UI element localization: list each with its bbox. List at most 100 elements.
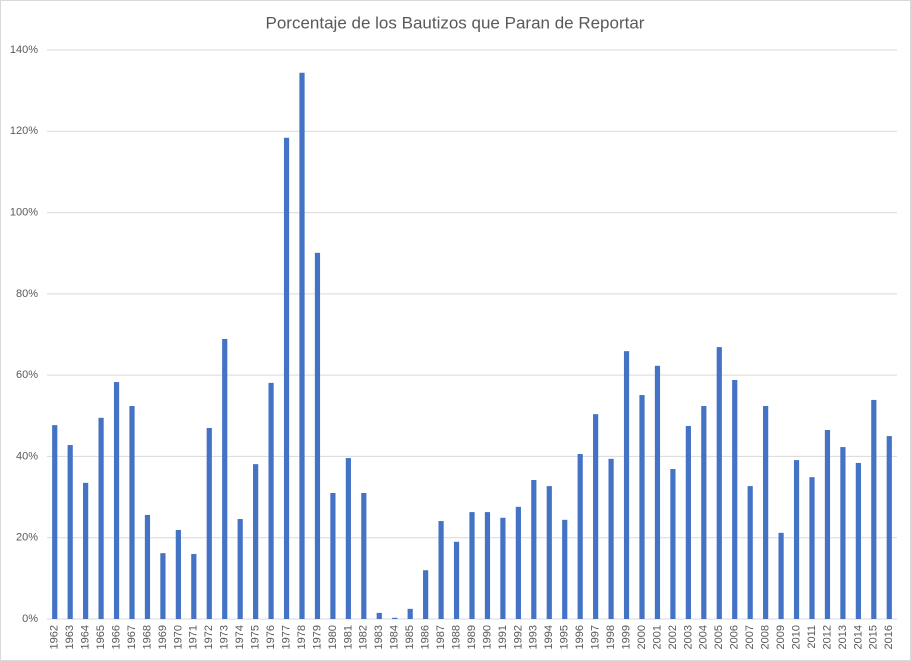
bar — [562, 519, 568, 619]
x-tick-label: 1974 — [234, 625, 246, 649]
bar — [345, 458, 351, 619]
bar — [83, 482, 89, 619]
x-tick-label: 1990 — [481, 625, 493, 649]
x-tick-label: 1999 — [620, 625, 632, 649]
x-tick-label: 1981 — [342, 625, 354, 649]
bar — [546, 486, 552, 619]
bar — [793, 460, 800, 619]
bar — [160, 553, 166, 619]
x-tick-label: 1976 — [265, 625, 277, 649]
bar — [639, 395, 645, 619]
bar — [423, 570, 429, 619]
x-tick-label: 1987 — [435, 625, 447, 649]
x-tick-label: 2010 — [790, 625, 802, 649]
y-tick-label: 60% — [16, 369, 38, 381]
x-tick-label: 1963 — [64, 625, 76, 649]
bar — [809, 477, 815, 619]
x-tick-label: 1979 — [311, 625, 323, 649]
x-tick-label: 1983 — [373, 625, 385, 649]
x-tick-label: 1968 — [141, 625, 153, 649]
bar — [392, 617, 398, 619]
bar — [577, 453, 583, 619]
y-tick-label: 20% — [16, 532, 38, 544]
x-tick-label: 2012 — [821, 625, 833, 649]
x-tick-label: 1962 — [49, 625, 61, 649]
x-tick-label: 1973 — [219, 625, 231, 649]
bar — [685, 425, 691, 619]
bar — [67, 445, 73, 619]
y-tick-label: 40% — [16, 450, 38, 462]
y-tick-label: 0% — [22, 613, 38, 625]
x-tick-label: 1993 — [528, 625, 540, 649]
x-tick-label: 2004 — [698, 625, 710, 649]
bar — [623, 351, 630, 619]
x-tick-label: 1984 — [389, 625, 401, 649]
bar — [778, 532, 784, 619]
bar — [824, 430, 831, 619]
x-tick-label: 1967 — [126, 625, 138, 649]
bar — [871, 399, 877, 619]
y-tick-label: 80% — [16, 288, 38, 300]
x-tick-label: 1997 — [590, 625, 602, 649]
x-tick-label: 1975 — [250, 625, 262, 649]
x-tick-label: 2016 — [883, 625, 895, 649]
x-tick-label: 2014 — [852, 625, 864, 649]
x-tick-label: 1995 — [559, 625, 571, 649]
x-tick-label: 1977 — [280, 625, 292, 649]
bar — [840, 447, 846, 619]
x-tick-label: 1994 — [543, 625, 555, 649]
bar — [113, 382, 120, 619]
x-tick-label: 2008 — [760, 625, 772, 649]
x-tick-label: 2001 — [651, 625, 663, 649]
bar — [222, 338, 228, 619]
bar — [531, 480, 537, 619]
bar — [191, 553, 197, 619]
x-tick-label: 2009 — [775, 625, 787, 649]
x-tick-label: 1966 — [110, 625, 122, 649]
x-tick-label: 1982 — [358, 625, 370, 649]
bar — [716, 347, 722, 619]
bar — [268, 382, 274, 619]
x-tick-label: 1996 — [574, 625, 586, 649]
x-tick-label: 2011 — [806, 625, 818, 649]
x-tick-label: 2005 — [713, 625, 725, 649]
bar — [747, 486, 753, 619]
bar — [855, 462, 861, 619]
bar — [283, 137, 290, 619]
x-tick-label: 2007 — [744, 625, 756, 649]
bar — [763, 406, 769, 619]
x-tick-label: 1989 — [466, 625, 478, 649]
bar — [206, 427, 212, 619]
bar — [500, 517, 506, 619]
bar — [361, 493, 367, 619]
bar — [314, 252, 321, 619]
bar — [330, 493, 336, 619]
y-tick-label: 120% — [10, 125, 38, 137]
x-tick-label: 1972 — [203, 625, 215, 649]
bar — [608, 458, 614, 619]
x-tick-label: 1965 — [95, 625, 107, 649]
x-tick-label: 1998 — [605, 625, 617, 649]
y-tick-label: 140% — [10, 44, 38, 56]
x-tick-label: 1964 — [80, 625, 92, 649]
x-tick-label: 1980 — [327, 625, 339, 649]
bar — [701, 406, 707, 619]
x-tick-label: 2003 — [682, 625, 694, 649]
x-tick-label: 1971 — [188, 625, 200, 649]
bar — [654, 365, 661, 619]
x-tick-label: 1978 — [296, 625, 308, 649]
bar — [144, 514, 151, 619]
bar — [376, 612, 382, 619]
x-tick-label: 1986 — [420, 625, 432, 649]
bar — [237, 519, 243, 619]
bar — [175, 529, 181, 619]
x-tick-label: 2013 — [837, 625, 849, 649]
bar — [438, 521, 444, 619]
bar — [129, 406, 135, 619]
x-tick-label: 2000 — [636, 625, 648, 649]
x-tick-label: 1970 — [172, 625, 184, 649]
bar — [52, 425, 58, 619]
bar — [515, 506, 521, 619]
y-tick-label: 100% — [10, 206, 38, 218]
